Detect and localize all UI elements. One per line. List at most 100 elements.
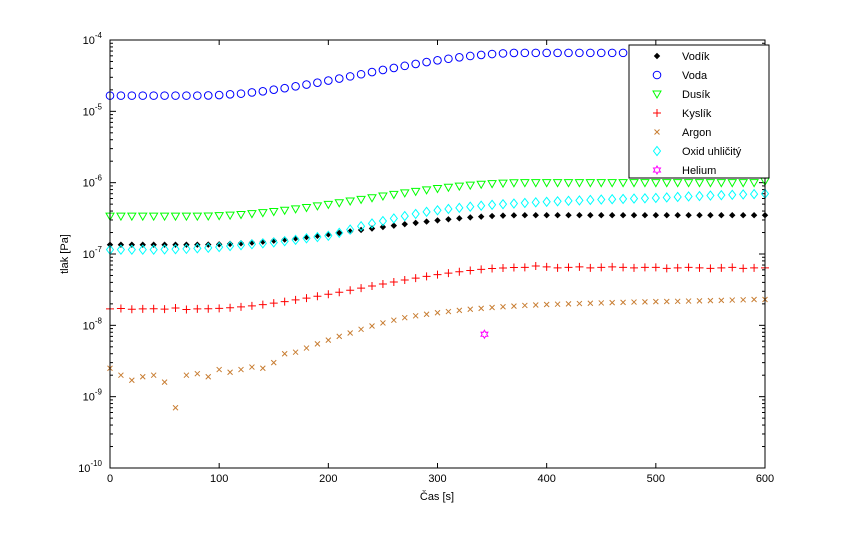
data-point (303, 345, 310, 351)
data-point (149, 304, 158, 313)
data-point (476, 180, 487, 190)
data-point (170, 212, 181, 222)
data-point (729, 211, 736, 219)
data-point (172, 404, 179, 411)
data-point (456, 215, 463, 222)
data-point (478, 305, 485, 312)
data-point (509, 48, 519, 58)
data-point (138, 244, 147, 255)
data-point (597, 194, 606, 205)
data-point (597, 263, 606, 272)
data-point (487, 180, 497, 189)
data-point (388, 190, 399, 200)
data-point (205, 373, 212, 380)
data-point (400, 61, 410, 71)
data-point (487, 49, 497, 59)
data-point (378, 215, 388, 227)
data-point (740, 296, 747, 303)
data-point (598, 211, 605, 219)
x-axis-label: Čas [s] (420, 490, 454, 503)
data-point (488, 212, 496, 220)
data-point (521, 302, 528, 309)
data-point (553, 48, 562, 58)
data-point (444, 269, 453, 278)
data-point (694, 179, 705, 188)
data-point (116, 91, 126, 100)
data-point (619, 263, 628, 272)
y-tick-label: 10-6 (83, 174, 103, 190)
y-tick-label: 10-4 (83, 31, 103, 47)
data-point (444, 54, 453, 64)
data-point (204, 304, 213, 313)
legend-label: Oxid uhličitý (682, 146, 742, 158)
data-point (706, 190, 715, 201)
data-point (347, 330, 354, 336)
x-tick-label: 100 (210, 473, 228, 485)
data-point (751, 296, 757, 303)
legend-marker (653, 109, 661, 117)
data-point (258, 300, 267, 309)
data-point (334, 199, 345, 208)
data-point (530, 179, 541, 188)
data-point (642, 299, 648, 305)
data-point (400, 210, 409, 222)
data-point (356, 195, 366, 205)
y-tick-exponent: -9 (95, 388, 103, 397)
data-point (672, 179, 683, 188)
data-point (674, 298, 681, 305)
data-point (346, 224, 355, 235)
data-point (587, 211, 594, 219)
data-point (214, 212, 225, 221)
data-point (356, 69, 366, 79)
y-tick-label: 10-7 (83, 245, 103, 261)
legend-label: Voda (682, 70, 708, 82)
data-point (247, 238, 257, 250)
data-point (236, 239, 246, 251)
data-point (445, 216, 452, 223)
data-point (565, 211, 572, 219)
data-point (400, 275, 409, 284)
data-point (749, 179, 759, 188)
data-point (607, 179, 618, 188)
data-point (433, 270, 442, 279)
data-point (630, 263, 638, 272)
data-point (378, 65, 388, 75)
data-point (738, 179, 749, 188)
data-point (663, 298, 670, 305)
data-point (531, 261, 540, 270)
data-point (127, 305, 136, 314)
data-point (542, 48, 551, 58)
data-point (695, 263, 704, 272)
data-point (650, 179, 661, 188)
data-point (576, 211, 583, 219)
data-point (324, 290, 333, 299)
data-point (488, 264, 497, 273)
data-point (477, 213, 485, 220)
x-tick-label: 500 (647, 473, 665, 485)
data-point (465, 181, 476, 191)
data-point (651, 192, 660, 204)
data-point (640, 192, 650, 204)
data-point (707, 211, 714, 219)
data-point (225, 211, 235, 221)
data-point (498, 179, 508, 189)
data-point (378, 192, 388, 202)
data-point (619, 211, 627, 219)
legend-box (628, 44, 770, 179)
data-point (520, 197, 529, 209)
series-dusík (105, 177, 770, 222)
data-point (421, 186, 432, 195)
data-point (455, 53, 464, 62)
data-point (139, 373, 146, 380)
legend-label: Dusík (682, 89, 711, 101)
data-point (729, 297, 736, 303)
data-point (618, 48, 628, 58)
data-point (705, 179, 716, 188)
data-point (717, 263, 726, 272)
data-point (434, 309, 441, 316)
data-point (356, 220, 366, 232)
y-tick-base: 10 (78, 463, 90, 475)
data-point (532, 211, 539, 219)
y-tick-base: 10 (83, 178, 95, 190)
legend-marker (654, 129, 660, 135)
